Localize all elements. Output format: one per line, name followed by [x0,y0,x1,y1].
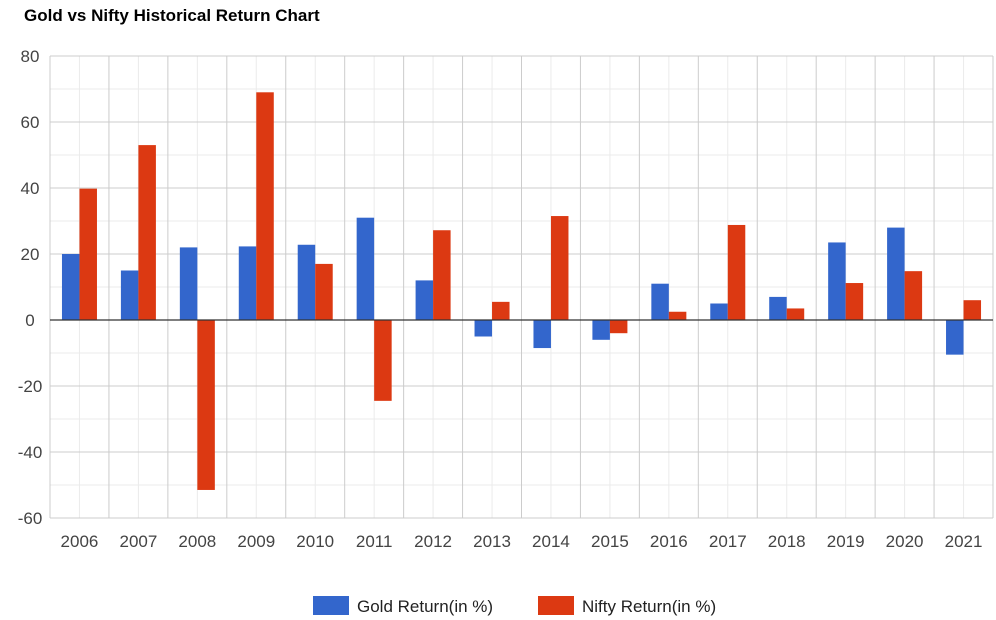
x-tick-label: 2007 [119,532,157,551]
bar-nifty-2012[interactable] [433,230,451,320]
legend-label: Gold Return(in %) [357,597,493,616]
bar-nifty-2014[interactable] [550,216,569,320]
legend-label: Nifty Return(in %) [582,597,716,616]
y-tick-label: -20 [18,377,43,396]
x-tick-label: 2017 [709,532,747,551]
bar-gold-2021[interactable] [946,320,964,355]
bar-nifty-2015[interactable] [609,320,628,334]
bar-nifty-2010[interactable] [315,263,333,320]
bar-gold-2018[interactable] [769,296,787,320]
x-tick-label: 2010 [296,532,334,551]
x-axis-ticks: 2006 2007 2008 2009 2010 2011 2012 2013 2014 2015… [61,532,983,551]
x-tick-label: 2021 [945,532,983,551]
chart-title: Gold vs Nifty Historical Return Chart [24,6,320,25]
bar-gold-2006[interactable] [61,254,80,320]
bar-gold-2010[interactable] [297,244,316,320]
legend-item-nifty[interactable]: Nifty Return(in %) [538,596,716,616]
y-tick-label: 80 [21,47,40,66]
bar-nifty-2018[interactable] [786,308,805,320]
bar-gold-2016[interactable] [651,283,669,320]
x-tick-label: 2011 [356,532,393,551]
y-tick-label: 0 [25,311,34,330]
legend: Gold Return(in %) Nifty Return(in %) [313,596,716,616]
bar-nifty-2009[interactable] [256,92,274,320]
bar-gold-2020[interactable] [887,227,905,320]
x-tick-label: 2015 [591,532,629,551]
bar-nifty-2006[interactable] [79,188,97,320]
bar-gold-2019[interactable] [828,242,846,320]
bar-nifty-2011[interactable] [374,320,392,401]
bar-nifty-2016[interactable] [668,311,687,320]
bar-nifty-2019[interactable] [845,283,864,320]
legend-item-gold[interactable]: Gold Return(in %) [313,596,493,616]
bar-gold-2012[interactable] [415,280,434,320]
legend-swatch [313,596,349,615]
y-tick-label: -40 [18,443,43,462]
y-tick-label: 20 [21,245,40,264]
bars [61,92,982,490]
x-tick-label: 2006 [61,532,99,551]
bar-nifty-2017[interactable] [727,224,746,320]
bar-nifty-2013[interactable] [492,301,510,320]
bar-nifty-2008[interactable] [197,320,215,490]
legend-swatch [538,596,574,615]
bar-gold-2017[interactable] [710,303,728,321]
y-axis-ticks: -60 -40 -20 0 20 40 60 80 [18,47,43,528]
y-tick-label: 60 [21,113,40,132]
bar-gold-2008[interactable] [179,247,198,320]
bar-nifty-2007[interactable] [138,145,156,320]
y-tick-label: -60 [18,509,43,528]
x-tick-label: 2012 [414,532,452,551]
x-tick-label: 2018 [768,532,806,551]
x-tick-label: 2014 [532,532,570,551]
bar-gold-2009[interactable] [238,246,257,320]
bar-gold-2014[interactable] [533,320,551,349]
bar-gold-2015[interactable] [592,320,610,340]
y-tick-label: 40 [21,179,40,198]
bar-gold-2011[interactable] [356,217,375,320]
bar-gold-2007[interactable] [120,270,139,321]
x-tick-label: 2008 [178,532,216,551]
x-tick-label: 2016 [650,532,688,551]
bar-gold-2013[interactable] [474,320,493,337]
x-tick-label: 2009 [237,532,275,551]
bar-nifty-2021[interactable] [963,300,982,320]
x-tick-label: 2020 [886,532,924,551]
bar-nifty-2020[interactable] [904,271,923,320]
x-tick-label: 2013 [473,532,511,551]
x-tick-label: 2019 [827,532,865,551]
